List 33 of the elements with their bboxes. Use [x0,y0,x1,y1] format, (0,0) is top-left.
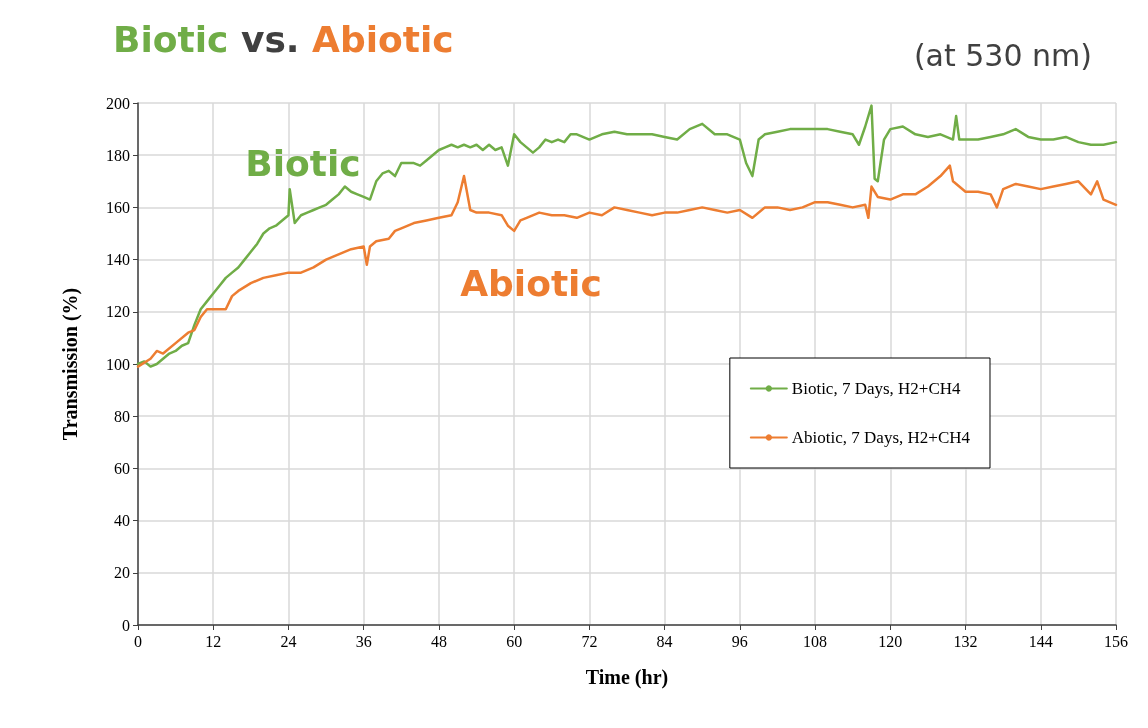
annotation: Biotic [245,142,361,184]
x-tick-label: 0 [134,632,142,650]
x-tick-label: 60 [506,632,523,650]
x-tick-label: 84 [656,632,673,650]
x-tick-label: 96 [731,632,748,650]
x-tick-label: 108 [803,632,828,650]
chart-subtitle: (at 530 nm) [913,37,1092,73]
y-tick-label: 20 [114,564,130,582]
x-tick-label: 144 [1028,632,1053,650]
x-tick-label: 36 [355,632,372,650]
chart-title: Biotic vs. Abiotic [113,18,454,60]
y-tick-label: 180 [106,146,130,164]
x-tick-label: 132 [953,632,978,650]
y-tick-label: 0 [122,616,130,634]
y-tick-label: 200 [106,94,130,112]
legend-label: Biotic, 7 Days, H2+CH4 [791,379,962,398]
x-axis-title: Time (hr) [585,666,669,689]
annotation: Abiotic [460,262,602,304]
y-tick-label: 80 [114,407,130,425]
x-tick-label: 12 [205,632,222,650]
legend-label: Abiotic, 7 Days, H2+CH4 [791,428,971,447]
x-tick-label: 120 [878,632,903,650]
x-tick-label: 156 [1104,632,1128,650]
y-axis-title: Transmission (%) [59,287,82,441]
y-tick-label: 120 [106,303,130,321]
y-tick-label: 100 [106,355,130,373]
y-tick-label: 40 [114,512,130,530]
y-tick-label: 140 [106,251,130,269]
y-tick-label: 60 [114,459,130,477]
x-tick-label: 72 [581,632,598,650]
x-tick-label: 48 [430,632,447,650]
x-tick-label: 24 [280,632,297,650]
y-tick-label: 160 [106,198,130,216]
